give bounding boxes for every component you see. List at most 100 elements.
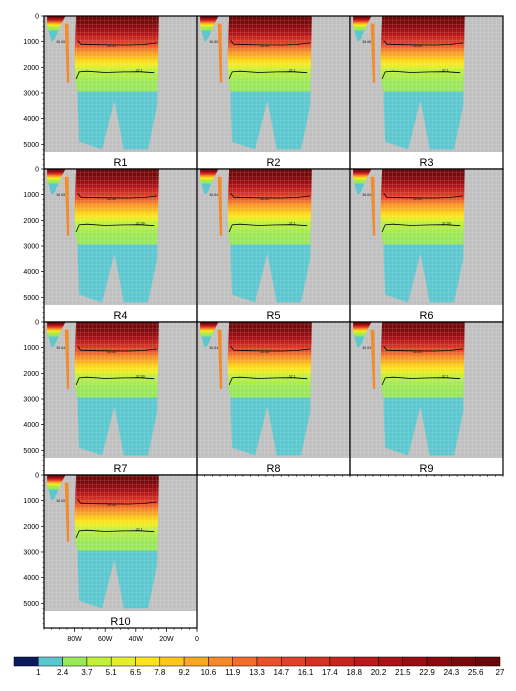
- colorbar-swatch: [38, 656, 63, 667]
- contour-line-upper: [77, 193, 158, 199]
- y-tick-label: 2000: [23, 218, 39, 225]
- y-tick-label: 3000: [23, 549, 39, 556]
- caribbean-channel: [217, 329, 223, 389]
- contour-line-lower: [75, 376, 155, 386]
- y-tick-label: 4000: [23, 269, 39, 276]
- contour-label-pacific: 36.66: [362, 40, 371, 44]
- contour-line-upper: [77, 499, 158, 505]
- y-tick-label: 5000: [23, 601, 39, 608]
- contour-label-lower: 37.1: [442, 374, 449, 378]
- pacific-section: [47, 475, 66, 501]
- contour-label-lower: 37.09: [136, 374, 145, 378]
- contour-label-pacific: 36.65: [56, 499, 65, 503]
- colorbar-swatch: [159, 656, 185, 667]
- y-tick-label: 0: [35, 473, 39, 480]
- contour-label-upper: 36.54: [260, 197, 269, 201]
- panel-label: R10: [110, 616, 130, 628]
- panel-r6: 36.64 36.54 37.09 R6: [349, 168, 504, 323]
- contour-line-upper: [383, 193, 464, 199]
- y-tick-label: 5000: [23, 142, 39, 149]
- ocean-grid: [227, 16, 312, 150]
- colorbar-label: 27: [496, 668, 505, 677]
- colorbar-swatch: [353, 656, 379, 667]
- caribbean-channel: [370, 176, 376, 236]
- panel-label: R6: [419, 310, 433, 322]
- colorbar-label: 18.8: [346, 668, 362, 677]
- colorbar-label: 1: [36, 668, 41, 677]
- pacific-section: [200, 16, 219, 42]
- contour-label-pacific: 36.65: [56, 40, 65, 44]
- pacific-section: [47, 16, 66, 42]
- colorbar-swatch: [378, 656, 404, 667]
- contour-label-upper: 36.54: [107, 350, 116, 354]
- contour-label-pacific: 36.64: [362, 346, 371, 350]
- contour-label-pacific: 36.64: [362, 193, 371, 197]
- panel-label: R7: [113, 463, 127, 475]
- colorbar-swatch: [208, 656, 233, 667]
- panel-label: R5: [266, 310, 280, 322]
- colorbar: 1 2.4 3.7 5.1 6.5 7.8 9.2 10.6 11.9 13.3 14.7 16.1 1…: [13, 656, 505, 677]
- y-tick-label: 3000: [23, 243, 39, 250]
- panel-label: R2: [266, 157, 280, 169]
- contour-line-upper: [77, 346, 158, 352]
- colorbar-swatch: [232, 656, 258, 667]
- panel-r4: 36.65 36.56 37.09 R4 0 1000 2000 3000 4000 5000: [23, 167, 198, 323]
- contour-label-pacific: 36.64: [209, 346, 218, 350]
- panel-r1: 36.65 36.54 37.1 R1 0 1000 2000 3000 4000 5000: [23, 14, 198, 170]
- contour-label-lower: 37.1: [136, 527, 143, 531]
- y-tick-label: 1000: [23, 39, 39, 46]
- caribbean-channel: [370, 329, 376, 389]
- contour-line-upper: [230, 346, 311, 352]
- contour-label-pacific: 36.54: [209, 193, 218, 197]
- contour-label-lower: 37.09: [442, 221, 451, 225]
- ocean-grid: [74, 322, 159, 456]
- y-tick-label: 2000: [23, 371, 39, 378]
- contour-label-pacific: 36.55: [209, 40, 218, 44]
- colorbar-swatch: [62, 656, 88, 667]
- colorbar-label: 22.9: [419, 668, 435, 677]
- colorbar-label: 10.6: [201, 668, 217, 677]
- panel-r2: 36.55 36.55 37.1 R2: [196, 15, 351, 170]
- y-tick-label: 4000: [23, 575, 39, 582]
- contour-line-lower: [75, 223, 155, 233]
- colorbar-swatch: [305, 656, 331, 667]
- panel-r8: 36.64 36.56 37.1 R8: [196, 321, 351, 476]
- contour-line-lower: [381, 376, 461, 386]
- contour-line-upper: [230, 193, 311, 199]
- contour-label-lower: 37.1: [289, 68, 296, 72]
- y-tick-label: 2000: [23, 65, 39, 72]
- y-tick-label: 4000: [23, 116, 39, 123]
- contour-line-upper: [383, 346, 464, 352]
- colorbar-swatch: [281, 656, 306, 667]
- colorbar-swatch: [256, 656, 282, 667]
- ocean-grid: [380, 322, 465, 456]
- contour-line-lower: [75, 529, 155, 539]
- y-tick-label: 1000: [23, 345, 39, 352]
- contour-label-lower: 37.1: [289, 374, 296, 378]
- colorbar-label: 20.2: [371, 668, 387, 677]
- panel-label: R1: [113, 157, 127, 169]
- colorbar-label: 16.1: [298, 668, 314, 677]
- panel-label: R9: [419, 463, 433, 475]
- panel-r3: 36.66 36.56 37.1 R3: [349, 15, 504, 170]
- panel-r9: 36.64 36.54 37.1 R9: [349, 321, 504, 476]
- y-tick-label: 3000: [23, 90, 39, 97]
- colorbar-swatch: [135, 656, 161, 667]
- colorbar-label: 7.8: [154, 668, 166, 677]
- contour-line-upper: [230, 40, 311, 46]
- colorbar-swatch: [329, 656, 355, 667]
- y-tick-label: 2000: [23, 524, 39, 531]
- colorbar-label: 2.4: [57, 668, 69, 677]
- y-tick-label: 3000: [23, 396, 39, 403]
- contour-line-lower: [381, 223, 461, 233]
- panel-label: R3: [419, 157, 433, 169]
- ocean-grid: [74, 169, 159, 303]
- x-tick-label: 20W: [159, 636, 174, 643]
- colorbar-label: 24.3: [444, 668, 460, 677]
- caribbean-channel: [64, 23, 70, 83]
- y-tick-label: 5000: [23, 295, 39, 302]
- pacific-section: [200, 169, 219, 195]
- colorbar-label: 6.5: [130, 668, 142, 677]
